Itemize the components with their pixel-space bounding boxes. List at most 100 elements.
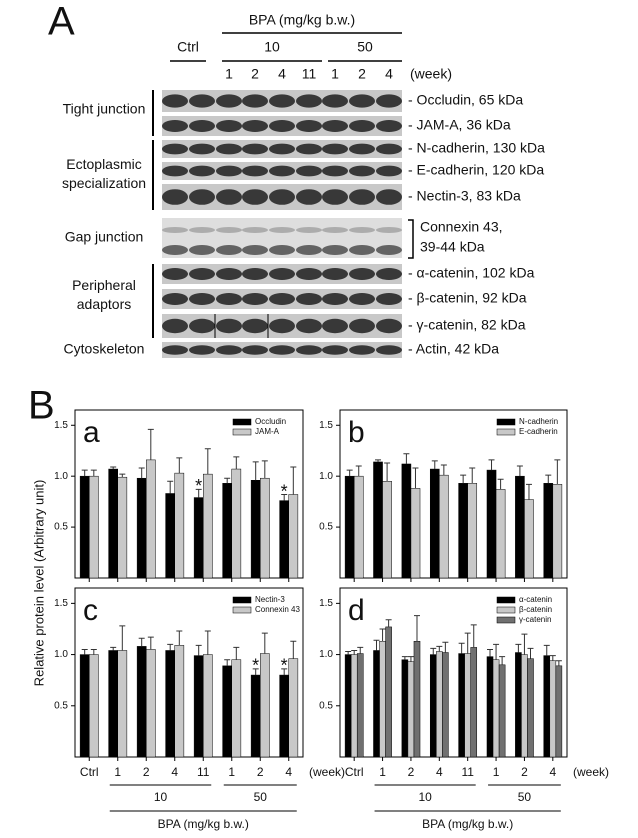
error-bar: [464, 632, 471, 654]
x-tick-label: 1: [114, 765, 121, 779]
band: [189, 94, 215, 108]
bar: [410, 488, 421, 579]
band: [242, 189, 268, 205]
bar: [379, 641, 386, 758]
x-tick-label: 1: [228, 765, 235, 779]
protein-label: Connexin 43,: [420, 219, 503, 235]
band: [269, 120, 295, 132]
error-bar: [204, 448, 211, 475]
x-tick-label: 2: [521, 765, 528, 779]
bar: [203, 654, 213, 758]
band: [162, 94, 188, 108]
error-bar: [195, 488, 202, 498]
bar: [279, 674, 290, 758]
y-tick-label: 1.0: [54, 471, 68, 482]
bar: [250, 674, 261, 758]
bar: [288, 658, 299, 758]
significance: *: [195, 476, 202, 496]
band: [349, 189, 375, 205]
error-bar: [458, 642, 465, 654]
error-bar: [290, 466, 297, 495]
bar: [353, 475, 364, 579]
protein-label: - Nectin-3, 83 kDa: [408, 188, 521, 204]
plot-frame: [339, 409, 568, 579]
protein-label: - JAM-A, 36 kDa: [408, 117, 511, 133]
x-tick-label: Ctrl: [80, 765, 99, 779]
band: [162, 143, 188, 155]
bar: [79, 475, 90, 579]
error-bar: [554, 459, 561, 485]
band: [216, 293, 242, 305]
panel-letter: b: [348, 416, 365, 449]
group-label: 10: [154, 790, 168, 804]
band: [296, 268, 322, 280]
band: [242, 345, 268, 355]
bar: [373, 461, 383, 579]
x-unit: (week): [573, 765, 609, 779]
error-bar: [224, 659, 231, 666]
protein-label: - E-cadherin, 120 kDa: [408, 162, 544, 178]
bar: [146, 649, 156, 758]
lane-label: 2: [358, 66, 366, 82]
bar: [458, 653, 465, 758]
bar: [108, 650, 118, 758]
y-tick-label: 1.5: [319, 420, 333, 431]
band: [242, 245, 268, 255]
band: [376, 143, 402, 155]
error-bar: [431, 460, 438, 470]
error-bar: [233, 646, 240, 660]
error-bar: [488, 459, 495, 471]
band: [162, 293, 188, 305]
protein-label: - β-catenin, 92 kDa: [408, 290, 527, 306]
band: [296, 120, 322, 132]
bar: [401, 463, 412, 579]
band: [242, 94, 268, 108]
error-bar: [516, 465, 523, 477]
band: [376, 268, 402, 280]
bar: [527, 658, 534, 758]
bar: [165, 650, 176, 758]
band: [376, 120, 402, 132]
section-label: Tight junction: [63, 101, 146, 117]
bracket: [408, 219, 414, 259]
band: [242, 318, 268, 334]
bar: [174, 645, 185, 758]
panel-letter: a: [83, 416, 100, 449]
bar: [498, 664, 506, 758]
error-bar: [351, 649, 358, 655]
group-label: Ctrl: [177, 39, 199, 55]
panel-label: A: [48, 0, 75, 44]
error-bar: [119, 473, 126, 478]
error-bar: [110, 646, 117, 651]
bar: [165, 493, 176, 579]
bar: [555, 665, 563, 758]
band: [296, 227, 322, 233]
bar: [250, 480, 261, 579]
band: [349, 245, 375, 255]
band: [162, 120, 188, 132]
group-label: 10: [264, 39, 280, 55]
band: [322, 268, 348, 280]
error-bar: [204, 630, 211, 655]
band: [216, 189, 242, 205]
legend-label: E-cadherin: [519, 427, 558, 436]
x-tick-label: 4: [436, 765, 443, 779]
significance: *: [281, 481, 288, 501]
error-bar: [138, 467, 145, 479]
bar: [521, 654, 528, 758]
band: [269, 293, 295, 305]
legend-label: α-catenin: [519, 595, 552, 604]
bar: [429, 654, 437, 758]
panel-letter: c: [83, 594, 98, 627]
band: [322, 94, 348, 108]
error-bar: [430, 647, 437, 655]
band: [349, 345, 375, 355]
error-bar: [110, 466, 117, 470]
error-bar: [515, 643, 522, 653]
bar: [89, 475, 99, 579]
bar: [543, 655, 551, 758]
error-bar: [373, 639, 380, 651]
group-label: 10: [418, 790, 432, 804]
error-bar: [357, 646, 364, 654]
section-label: adaptors: [77, 296, 131, 312]
